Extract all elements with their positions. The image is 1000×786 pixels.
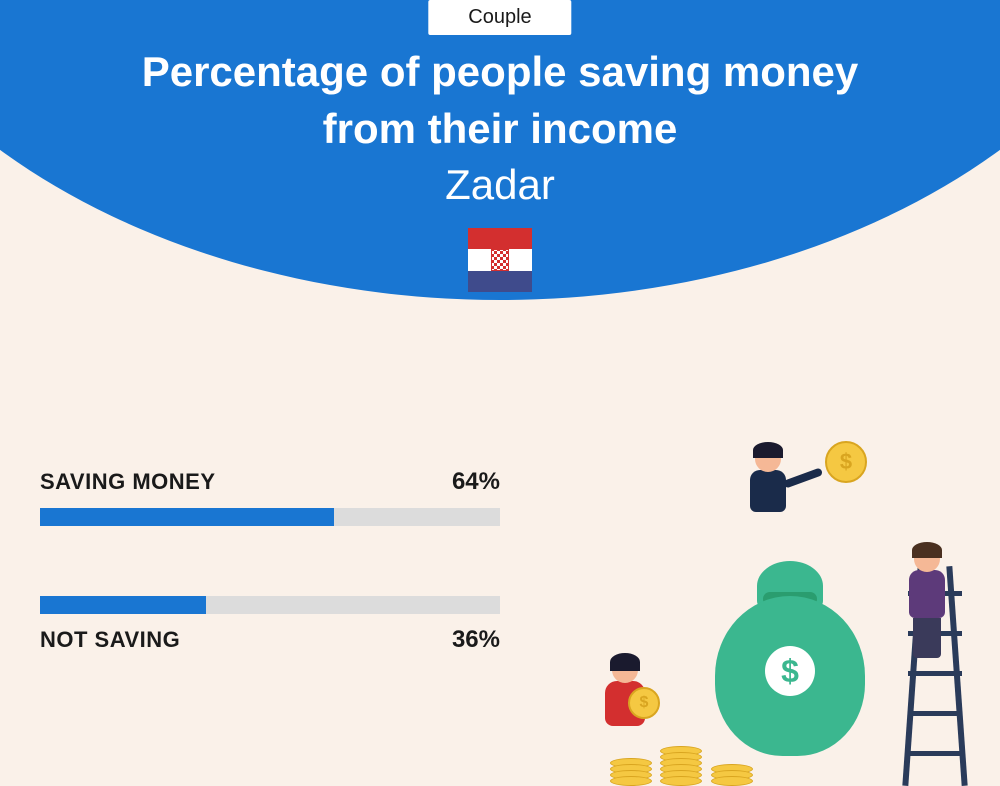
bar-fill (40, 508, 334, 526)
dollar-icon: $ (765, 646, 815, 696)
chart-value: 36% (452, 626, 500, 654)
chart-label: SAVING MONEY (40, 469, 216, 495)
bar-track (40, 596, 500, 614)
chart-item-saving: SAVING MONEY 64% (40, 468, 500, 526)
chart-item-notsaving: NOT SAVING 36% (40, 596, 500, 654)
person-top-icon: $ (755, 446, 786, 512)
money-bag-icon: $ (715, 596, 865, 756)
person-sitting-icon: $ (600, 657, 645, 726)
coins-pile-icon (610, 750, 753, 786)
flag-stripe-red (468, 228, 532, 249)
savings-illustration: $ $ $ (600, 446, 980, 786)
flag-stripe-white (468, 249, 532, 270)
flag-emblem (491, 249, 509, 271)
title-line-2: from their income (0, 101, 1000, 158)
chart-label: NOT SAVING (40, 627, 180, 653)
bar-track (40, 508, 500, 526)
croatia-flag-icon (468, 228, 532, 292)
city-name: Zadar (0, 161, 1000, 209)
category-badge: Couple (428, 0, 571, 35)
chart-value: 64% (452, 468, 500, 496)
title-line-1: Percentage of people saving money (0, 44, 1000, 101)
flag-stripe-blue (468, 271, 532, 292)
bar-fill (40, 596, 206, 614)
chart-area: SAVING MONEY 64% NOT SAVING 36% (40, 468, 500, 724)
person-ladder-icon (914, 546, 945, 658)
header-content: Percentage of people saving money from t… (0, 44, 1000, 209)
